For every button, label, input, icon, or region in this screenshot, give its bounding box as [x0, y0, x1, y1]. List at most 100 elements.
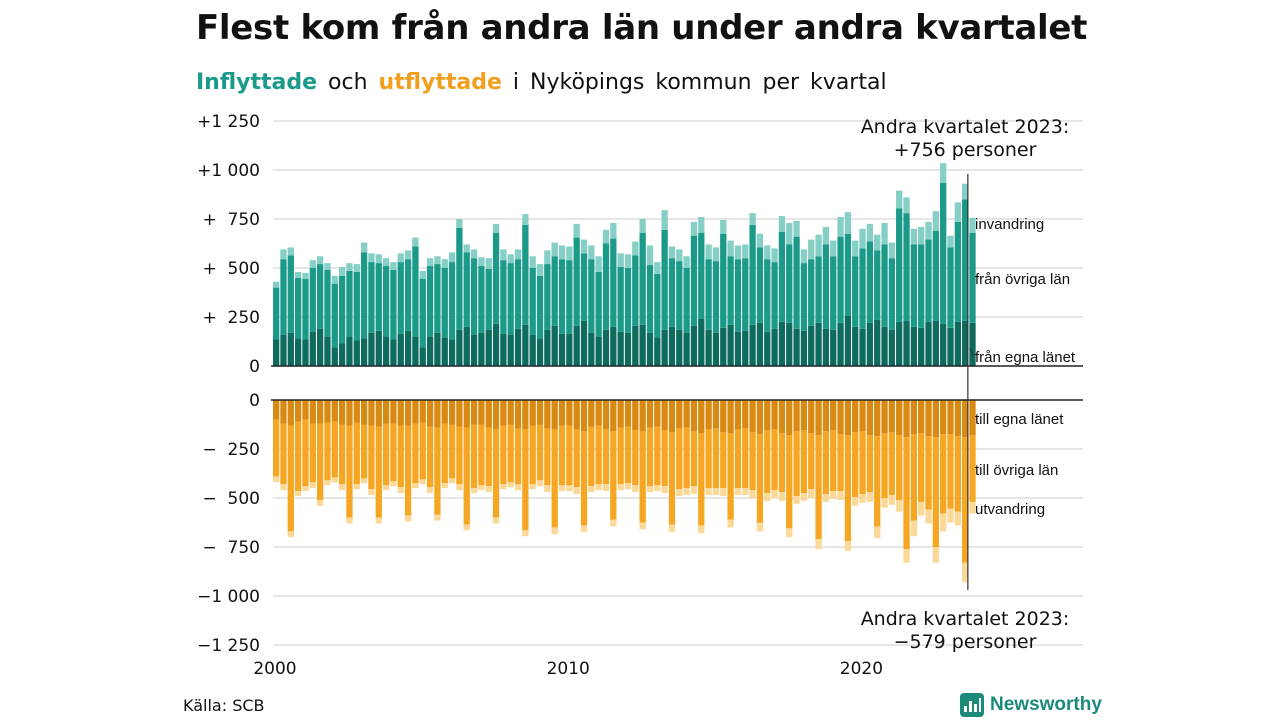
bar-in-own-county [331, 347, 338, 366]
bar-in-own-county [624, 332, 632, 366]
bar-out-emigration [338, 484, 346, 491]
bar-in-immigration [338, 267, 346, 276]
bar-in-other-counties [661, 229, 668, 330]
bar-out-other-counties [822, 431, 830, 495]
bar-in-own-county [639, 324, 646, 366]
bar-in-own-county [705, 329, 712, 366]
bar-in-other-counties [676, 261, 683, 330]
bar-in-own-county [382, 336, 390, 366]
bar-out-own-county [360, 400, 368, 425]
bar-in-other-counties [932, 230, 939, 321]
bar-out-emigration [690, 486, 698, 495]
bar-in-own-county [940, 323, 947, 366]
bar-out-own-county [280, 400, 287, 424]
bar-in-other-counties [720, 233, 727, 328]
bar-out-own-county [412, 400, 419, 424]
bar-in-immigration [698, 217, 705, 233]
bar-out-own-county [947, 400, 954, 435]
bar-out-other-counties [632, 430, 639, 486]
bar-out-own-county [639, 400, 646, 432]
bar-in-immigration [815, 234, 822, 257]
bar-in-other-counties [434, 264, 441, 333]
bar-in-own-county [830, 329, 837, 366]
bar-in-other-counties [815, 256, 822, 323]
bar-in-immigration [536, 264, 544, 276]
bar-in-immigration [624, 254, 632, 268]
bar-in-own-county [617, 331, 624, 366]
bar-out-emigration [910, 520, 918, 537]
bar-out-own-county [859, 400, 866, 432]
bar-out-emigration [676, 489, 683, 497]
bar-in-immigration [588, 245, 595, 260]
bar-in-immigration [896, 190, 903, 209]
bar-out-other-counties [962, 437, 969, 563]
bar-in-other-counties [294, 277, 302, 339]
bar-in-other-counties [617, 267, 624, 332]
bar-in-other-counties [830, 256, 837, 330]
bar-out-own-county [448, 400, 456, 425]
bar-out-own-county [617, 400, 624, 428]
bar-out-own-county [734, 400, 742, 430]
bar-out-own-county [749, 400, 756, 433]
bar-out-other-counties [331, 421, 338, 478]
bar-out-other-counties [522, 429, 529, 531]
bar-in-own-county [888, 329, 896, 366]
bar-out-emigration [962, 562, 969, 583]
bar-in-own-county [390, 339, 397, 366]
bar-out-emigration [566, 485, 573, 492]
y-tick-label: + 750 [203, 210, 261, 230]
bar-in-other-counties [800, 263, 808, 331]
bar-in-own-county [360, 338, 368, 366]
bar-out-emigration [852, 497, 859, 506]
bar-in-immigration [661, 210, 668, 230]
bar-out-other-counties [844, 435, 852, 542]
bar-in-own-county [800, 330, 808, 366]
source-note: Källa: SCB [183, 696, 265, 715]
bar-in-immigration [720, 219, 727, 234]
bar-in-own-county [346, 336, 353, 366]
bar-in-own-county [514, 328, 522, 366]
bar-in-other-counties [309, 268, 316, 332]
bar-in-own-county [529, 334, 536, 366]
bar-in-immigration [962, 183, 969, 200]
bar-in-own-county [294, 338, 302, 366]
bar-in-other-counties [353, 271, 360, 341]
bar-out-other-counties [866, 435, 874, 493]
bar-out-other-counties [316, 423, 324, 500]
bar-out-emigration [734, 488, 742, 496]
bar-out-emigration [632, 485, 639, 493]
bar-in-own-county [837, 322, 844, 366]
bar-in-own-county [280, 334, 287, 366]
bar-in-other-counties [368, 262, 375, 333]
bar-in-other-counties [536, 275, 544, 339]
bar-out-emigration [720, 488, 727, 497]
bar-out-own-county [478, 400, 485, 425]
bar-out-emigration [610, 519, 617, 527]
bar-out-own-county [771, 400, 778, 430]
bar-out-emigration [302, 486, 309, 492]
bar-in-other-counties [404, 259, 412, 331]
bar-in-own-county [309, 331, 316, 366]
bar-out-other-counties [566, 425, 573, 486]
bar-in-immigration [419, 270, 426, 279]
bar-out-other-counties [514, 428, 522, 485]
bar-in-immigration [580, 239, 588, 254]
y-tick-label: −1 000 [197, 587, 260, 607]
bar-in-other-counties [793, 236, 800, 329]
bar-out-other-counties [353, 422, 360, 485]
bar-out-other-counties [910, 434, 918, 521]
bar-in-own-county [756, 322, 764, 366]
bar-out-own-county [925, 400, 932, 437]
bar-in-own-county [654, 337, 661, 366]
bar-out-other-counties [610, 431, 617, 520]
bar-out-emigration [764, 493, 771, 501]
bar-in-own-county [375, 330, 382, 366]
bar-out-other-counties [397, 425, 404, 488]
annotation-bottom-line2: −579 personer [894, 631, 1037, 653]
bar-out-own-county [536, 400, 544, 425]
bar-in-other-counties [859, 248, 866, 329]
bar-out-emigration [822, 494, 830, 502]
bar-out-own-county [830, 400, 837, 431]
bar-out-other-counties [881, 433, 888, 498]
